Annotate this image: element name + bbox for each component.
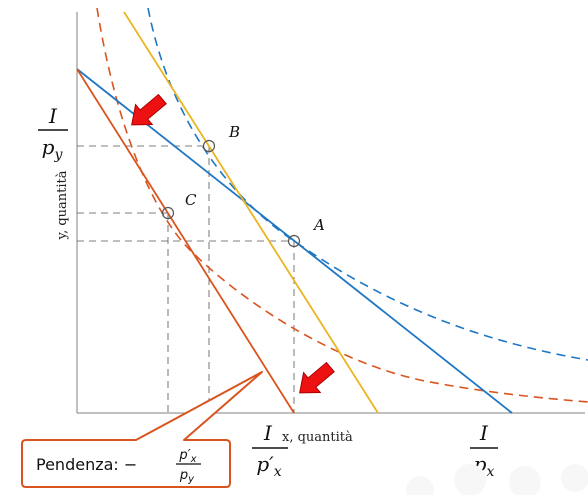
arrow-lower-icon <box>299 361 335 394</box>
y-axis-label: y, quantità <box>55 170 70 240</box>
arrow-upper-icon <box>131 93 167 126</box>
slope-callout: Pendenza: − p′x py <box>21 371 263 488</box>
x-intercept-new-numerator: I <box>263 421 273 445</box>
slope-callout-text: Pendenza: − <box>36 455 137 474</box>
point-b-marker <box>202 139 216 153</box>
y-intercept-numerator: I <box>48 104 58 128</box>
slope-callout-numerator: p′x <box>178 448 196 465</box>
indifference-curve-upper <box>147 7 588 361</box>
y-intercept-label: I py <box>38 104 68 163</box>
point-a-label: A <box>312 216 325 234</box>
x-intercept-new-label: I p′x <box>252 421 288 480</box>
budget-line-original <box>76 68 513 414</box>
watermark-decoration <box>406 464 588 495</box>
y-intercept-denominator: py <box>42 135 64 163</box>
budget-line-compensated <box>123 11 379 414</box>
x-intercept-numerator: I <box>479 421 489 445</box>
x-axis-label: x, quantità <box>282 430 353 445</box>
point-c-marker <box>161 206 175 220</box>
indifference-curve-lower <box>96 7 588 403</box>
point-b-label: B <box>228 123 240 141</box>
point-a-marker <box>287 234 301 248</box>
point-c-label: C <box>185 191 197 209</box>
slope-callout-denominator: py <box>179 468 195 485</box>
slope-callout-shape <box>21 371 263 488</box>
x-intercept-new-denominator: p′x <box>256 452 281 480</box>
guide-lines <box>77 145 295 413</box>
budget-line-new <box>76 68 295 414</box>
